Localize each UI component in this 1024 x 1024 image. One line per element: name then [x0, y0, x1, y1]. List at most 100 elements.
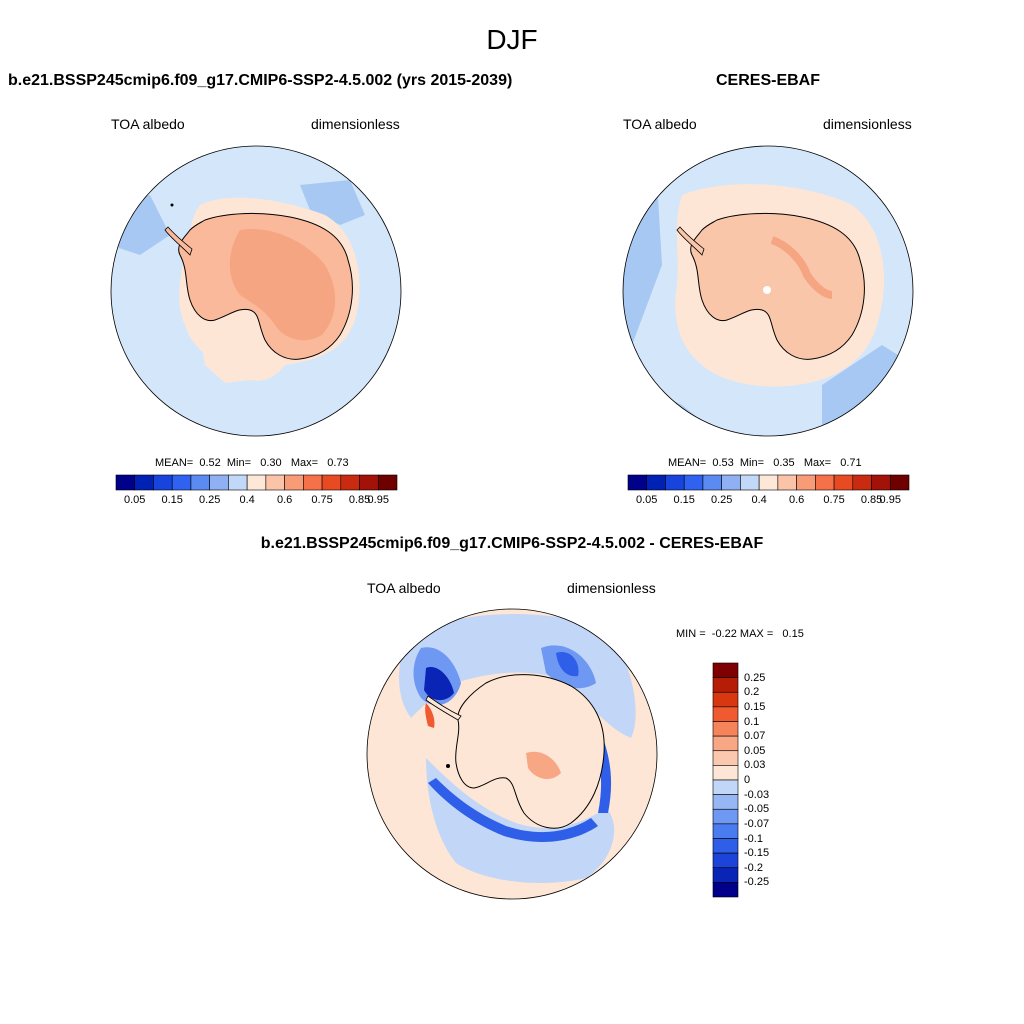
panel3-colorbar-swatch: [712, 691, 739, 708]
panel3-colorbar-tick-label: -0.2: [744, 861, 763, 874]
panel2-colorbar-swatch: [852, 474, 872, 491]
panel3-colorbar-tick-label: -0.07: [744, 817, 770, 830]
panel3-colorbar-tick-label: -0.25: [744, 876, 770, 889]
panel1-peninsula: [164, 226, 193, 256]
panel3-colorbar-tick-label: 0.1: [744, 715, 760, 728]
panel2-colorbar: [627, 474, 910, 491]
panel1-colorbar-swatch: [321, 474, 342, 491]
panel1-colorbar-tick-label: 0.6: [276, 494, 293, 506]
panel2-colorbar-swatch: [871, 474, 891, 491]
panel2-colorbar-ticks: 0.05 0.15 0.25 0.4 0.6 0.75 0.85 0.95: [628, 494, 909, 508]
panel3-colorbar-tick-label: -0.1: [744, 832, 763, 845]
panel3-colorbar-swatch: [712, 808, 739, 825]
panel1-variable-label: TOA albedo: [111, 116, 185, 132]
panel3-colorbar-swatch: [712, 794, 739, 810]
panel3-stats: MIN = -0.22 MAX = 0.15: [676, 628, 804, 640]
panel1-colorbar-swatch: [228, 474, 248, 491]
panel3-colorbar-ticks: 0.25 0.2 0.15 0.1 0.07 0.05 0.03 0 -0.03 -0.05 -0.…: [744, 663, 794, 897]
panel3-colorbar-tick-label: 0.2: [744, 686, 760, 699]
panel2-peninsula: [676, 226, 705, 256]
panel1-colorbar-swatch: [153, 474, 173, 491]
panel2-colorbar-swatch: [815, 474, 835, 491]
panel3-colorbar-swatch: [712, 677, 739, 693]
panel2-colorbar-swatch: [702, 474, 722, 491]
panel3-neg-strong: [556, 652, 579, 677]
panel1-sea-ice: [200, 335, 250, 383]
panel1-colorbar-tick-label: 0.75: [311, 494, 333, 506]
panel1-colorbar-swatch: [134, 474, 154, 491]
panel1-colorbar-swatch: [171, 474, 192, 491]
panel2-polar-map: [622, 145, 914, 437]
panel1-colorbar-tick-label: 0.85: [348, 494, 371, 506]
panel1-title: b.e21.BSSP245cmip6.f09_g17.CMIP6-SSP2-4.…: [8, 72, 513, 89]
panel3-colorbar-tick-label: 0.05: [744, 744, 766, 757]
panel2-colorbar-tick-label: 0.4: [751, 494, 767, 506]
panel2-colorbar-swatch: [627, 474, 648, 491]
panel2-island: [630, 233, 634, 237]
panel3-colorbar-tick-label: -0.03: [744, 788, 770, 801]
panel1-colorbar-swatch: [115, 474, 136, 491]
panel1-colorbar-swatch: [377, 474, 398, 491]
panel2-variable-label: TOA albedo: [623, 116, 697, 132]
panel2-colorbar-swatch: [758, 474, 779, 491]
panel2-plateau-ridge: [770, 236, 833, 299]
panel1-stats: MEAN= 0.52 Min= 0.30 Max= 0.73: [155, 457, 349, 469]
panel1-colorbar-swatch: [340, 474, 360, 491]
panel1-units-label: dimensionless: [311, 116, 400, 132]
panel3-colorbar-swatch: [712, 838, 739, 854]
panel2-colorbar-tick-label: 0.95: [879, 494, 901, 506]
panel3-colorbar-tick-label: 0.25: [744, 671, 766, 684]
panel2-colorbar-tick-label: 0.85: [860, 494, 883, 506]
panel2-dome: [763, 286, 771, 294]
panel3-neg-strong: [424, 667, 454, 701]
panel1-island: [170, 203, 174, 207]
panel1-colorbar-tick-label: 0.4: [239, 494, 255, 506]
panel1-colorbar-swatch: [303, 474, 323, 491]
panel1-colorbar-swatch: [284, 474, 304, 491]
panel2-colorbar-swatch: [721, 474, 741, 491]
panel1-colorbar-tick-label: 0.25: [198, 494, 221, 506]
panel1-high-plateau: [229, 229, 336, 341]
panel3-colorbar-swatch: [712, 823, 739, 839]
panel1-colorbar-ticks: 0.05 0.15 0.25 0.4 0.6 0.75 0.85 0.95: [116, 494, 397, 508]
panel3-pos-patch: [526, 751, 561, 780]
panel2-colorbar-swatch: [777, 474, 797, 491]
panel3-colorbar-swatch: [712, 735, 739, 752]
panel3-title: b.e21.BSSP245cmip6.f09_g17.CMIP6-SSP2-4.…: [260, 535, 764, 552]
panel1-colorbar-tick-label: 0.05: [124, 494, 146, 506]
panel2-stats: MEAN= 0.53 Min= 0.35 Max= 0.71: [668, 457, 862, 469]
panel3-colorbar: [712, 662, 739, 898]
panel2-colorbar-tick-label: 0.75: [823, 494, 845, 506]
panel3-colorbar-swatch: [712, 765, 739, 781]
panel1-colorbar-swatch: [246, 474, 267, 491]
panel3-neg-region: [399, 614, 636, 738]
panel3-colorbar-tick-label: 0: [744, 774, 751, 786]
panel3-colorbar-swatch: [712, 852, 739, 869]
panel3-units-label: dimensionless: [567, 580, 656, 596]
panel3-colorbar-swatch: [712, 867, 739, 883]
panel2-units-label: dimensionless: [823, 116, 912, 132]
panel1-colorbar-swatch: [359, 474, 379, 491]
panel3-colorbar-tick-label: 0.15: [744, 700, 766, 713]
panel2-colorbar-tick-label: 0.6: [788, 494, 805, 506]
panel2-title: CERES-EBAF: [716, 72, 821, 89]
panel3-neg-region: [426, 758, 615, 883]
panel2-colorbar-swatch: [833, 474, 854, 491]
panel1-colorbar: [115, 474, 398, 491]
panel3-colorbar-swatch: [712, 706, 739, 722]
panel1-colorbar-swatch: [265, 474, 285, 491]
figure-title: DJF: [486, 24, 538, 55]
panel1-colorbar-tick-label: 0.95: [367, 494, 389, 506]
panel1-colorbar-swatch: [190, 474, 210, 491]
panel1-colorbar-swatch: [209, 474, 229, 491]
panel2-colorbar-swatch: [665, 474, 685, 491]
panel3-colorbar-swatch: [712, 882, 739, 898]
panel2-colorbar-swatch: [796, 474, 816, 491]
panel3-colorbar-swatch: [712, 779, 739, 795]
panel2-colorbar-swatch: [740, 474, 760, 491]
panel3-colorbar-swatch: [712, 662, 739, 678]
panel1-colorbar-tick-label: 0.15: [161, 494, 183, 506]
panel3-colorbar-swatch: [712, 750, 739, 766]
panel3-colorbar-tick-label: 0.07: [744, 730, 766, 743]
panel3-colorbar-swatch: [712, 721, 739, 737]
